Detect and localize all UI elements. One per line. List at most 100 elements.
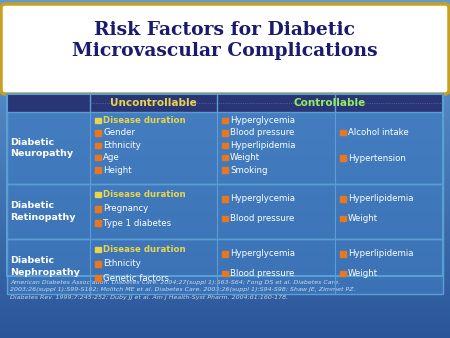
Bar: [0, 220, 450, 221]
Bar: [0, 198, 450, 199]
Bar: [0, 78, 450, 79]
Bar: [0, 64, 450, 65]
Bar: [0, 125, 450, 126]
Bar: [0, 153, 450, 154]
Bar: [7, 184, 443, 239]
Bar: [0, 113, 450, 114]
Bar: [0, 84, 450, 85]
Bar: [0, 61, 450, 62]
Bar: [0, 166, 450, 167]
Bar: [0, 225, 450, 226]
Bar: [0, 74, 450, 75]
Bar: [0, 315, 450, 316]
Bar: [0, 143, 450, 144]
Bar: [0, 218, 450, 219]
Bar: [0, 46, 450, 47]
Text: Diabetic
Neuropathy: Diabetic Neuropathy: [10, 138, 73, 158]
Bar: [0, 226, 450, 227]
Bar: [0, 161, 450, 162]
Bar: [0, 192, 450, 193]
Bar: [0, 69, 450, 70]
Bar: [0, 47, 450, 48]
Bar: [0, 257, 450, 258]
Bar: [0, 230, 450, 231]
Bar: [0, 150, 450, 151]
Bar: [0, 195, 450, 196]
Text: Ethnicity: Ethnicity: [103, 259, 141, 268]
Bar: [0, 233, 450, 234]
Bar: [0, 49, 450, 50]
Bar: [0, 314, 450, 315]
Bar: [0, 26, 450, 27]
Bar: [0, 142, 450, 143]
Bar: [0, 31, 450, 32]
Bar: [0, 336, 450, 337]
Text: Ethnicity: Ethnicity: [103, 141, 141, 150]
Bar: [0, 72, 450, 73]
Bar: [0, 202, 450, 203]
Bar: [0, 248, 450, 249]
Text: Blood pressure: Blood pressure: [230, 214, 294, 223]
Bar: [0, 265, 450, 266]
Bar: [0, 53, 450, 54]
Bar: [0, 91, 450, 92]
Bar: [0, 264, 450, 265]
Bar: [0, 15, 450, 16]
Bar: [0, 304, 450, 305]
Bar: [0, 122, 450, 123]
Bar: [7, 239, 443, 294]
Bar: [0, 107, 450, 108]
Bar: [0, 147, 450, 148]
Bar: [0, 313, 450, 314]
Bar: [0, 306, 450, 307]
Bar: [0, 99, 450, 100]
Bar: [0, 148, 450, 149]
Bar: [0, 282, 450, 283]
Bar: [0, 324, 450, 325]
Bar: [7, 112, 443, 184]
Bar: [0, 219, 450, 220]
Bar: [222, 155, 228, 161]
Bar: [0, 68, 450, 69]
Bar: [0, 106, 450, 107]
Bar: [0, 246, 450, 247]
Bar: [0, 309, 450, 310]
Bar: [0, 110, 450, 111]
Bar: [0, 112, 450, 113]
Bar: [0, 149, 450, 150]
Bar: [0, 134, 450, 135]
Bar: [0, 331, 450, 332]
Bar: [0, 281, 450, 282]
Text: Risk Factors for Diabetic: Risk Factors for Diabetic: [94, 21, 356, 39]
Bar: [0, 124, 450, 125]
Bar: [0, 316, 450, 317]
Bar: [0, 323, 450, 324]
Bar: [0, 311, 450, 312]
Text: Type 1 diabetes: Type 1 diabetes: [103, 219, 171, 228]
Text: Alcohol intake: Alcohol intake: [348, 128, 409, 137]
Bar: [0, 206, 450, 207]
Bar: [0, 172, 450, 173]
Text: Disease duration: Disease duration: [103, 245, 185, 254]
Bar: [0, 241, 450, 242]
Text: Hyperlipidemia: Hyperlipidemia: [230, 141, 296, 150]
Bar: [0, 289, 450, 290]
Bar: [0, 48, 450, 49]
Bar: [0, 334, 450, 335]
Bar: [0, 100, 450, 101]
Bar: [0, 238, 450, 239]
Bar: [0, 182, 450, 183]
Text: Weight: Weight: [348, 269, 378, 278]
Bar: [0, 303, 450, 304]
Bar: [0, 160, 450, 161]
Text: Disease duration: Disease duration: [103, 190, 185, 199]
Bar: [0, 92, 450, 93]
Bar: [222, 271, 228, 276]
Bar: [0, 9, 450, 10]
Bar: [0, 256, 450, 257]
Bar: [0, 260, 450, 261]
Bar: [7, 184, 443, 239]
Bar: [0, 16, 450, 17]
Bar: [0, 244, 450, 245]
Bar: [0, 208, 450, 209]
